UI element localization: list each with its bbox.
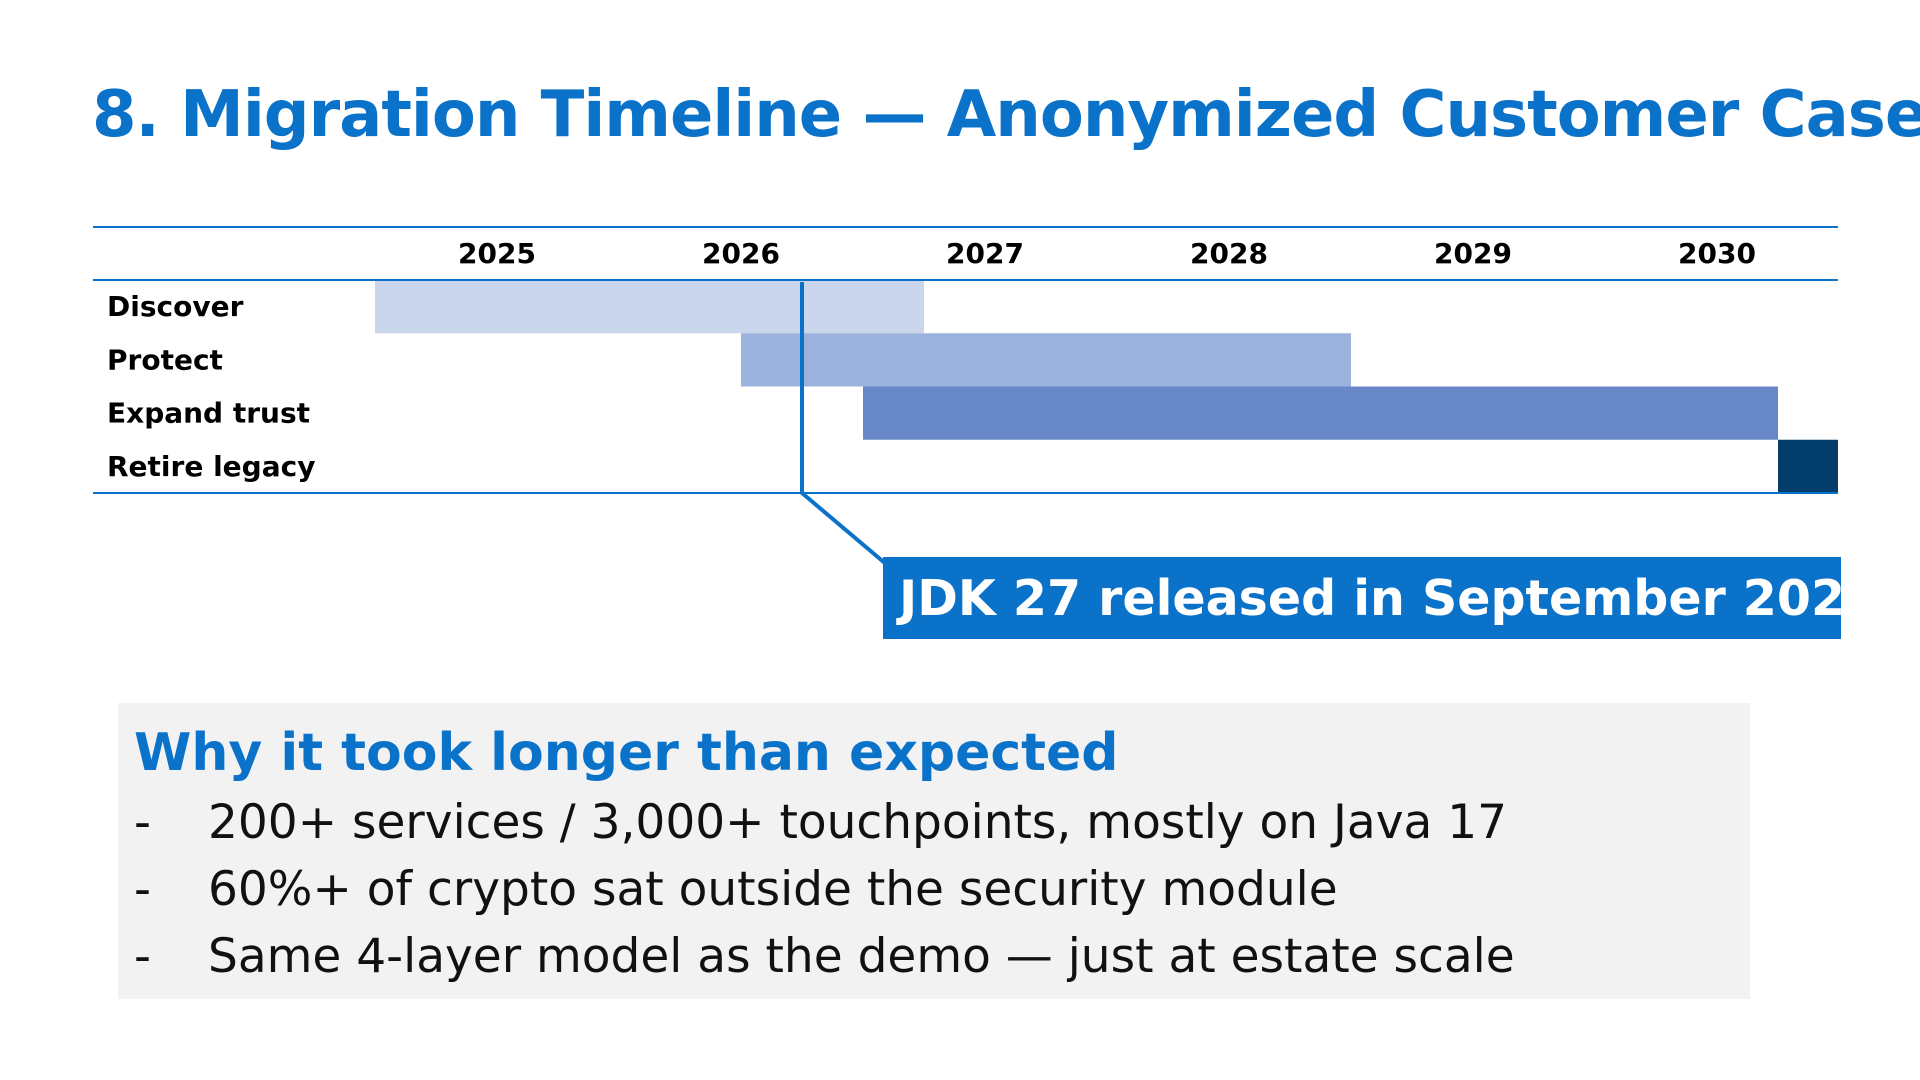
- year-label: 2029: [1434, 237, 1512, 270]
- bullet-marker: -: [134, 795, 151, 850]
- slide-title: 8. Migration Timeline — Anonymized Custo…: [92, 78, 1920, 152]
- task-label: Discover: [107, 290, 244, 323]
- year-label: 2026: [702, 237, 780, 270]
- list-item: - Same 4-layer model as the demo — just …: [134, 923, 1750, 990]
- bars-layer: [375, 280, 1838, 493]
- list-item: - 60%+ of crypto sat outside the securit…: [134, 856, 1750, 923]
- bullet-marker: -: [134, 862, 151, 917]
- task-label: Expand trust: [107, 397, 310, 430]
- marker-layer: JDK 27 released in September 2026: [800, 282, 1879, 639]
- notes-list: - 200+ services / 3,000+ touchpoints, mo…: [134, 789, 1750, 990]
- notes-panel: Why it took longer than expected - 200+ …: [118, 703, 1750, 999]
- milestone-callout: [883, 557, 1841, 639]
- year-label: 2027: [946, 237, 1024, 270]
- bullet-text: 60%+ of crypto sat outside the security …: [208, 862, 1338, 917]
- year-axis: 2025 2026 2027 2028 2029 2030: [458, 237, 1756, 270]
- task-bar: [863, 386, 1778, 440]
- year-label: 2028: [1190, 237, 1268, 270]
- task-bar: [1778, 439, 1838, 493]
- task-bar: [375, 280, 924, 334]
- task-label: Retire legacy: [107, 450, 315, 483]
- list-item: - 200+ services / 3,000+ touchpoints, mo…: [134, 789, 1750, 856]
- task-label: Protect: [107, 343, 223, 376]
- year-label: 2030: [1678, 237, 1756, 270]
- row-labels: Discover Protect Expand trust Retire legacy: [107, 290, 315, 483]
- notes-heading: Why it took longer than expected: [134, 723, 1119, 783]
- milestone-line: [800, 282, 888, 566]
- bullet-text: Same 4-layer model as the demo — just at…: [208, 929, 1515, 984]
- bullet-text: 200+ services / 3,000+ touchpoints, most…: [208, 795, 1508, 850]
- task-bar: [741, 333, 1351, 387]
- bullet-marker: -: [134, 929, 151, 984]
- year-label: 2025: [458, 237, 536, 270]
- milestone-label: JDK 27 released in September 2026: [896, 570, 1879, 627]
